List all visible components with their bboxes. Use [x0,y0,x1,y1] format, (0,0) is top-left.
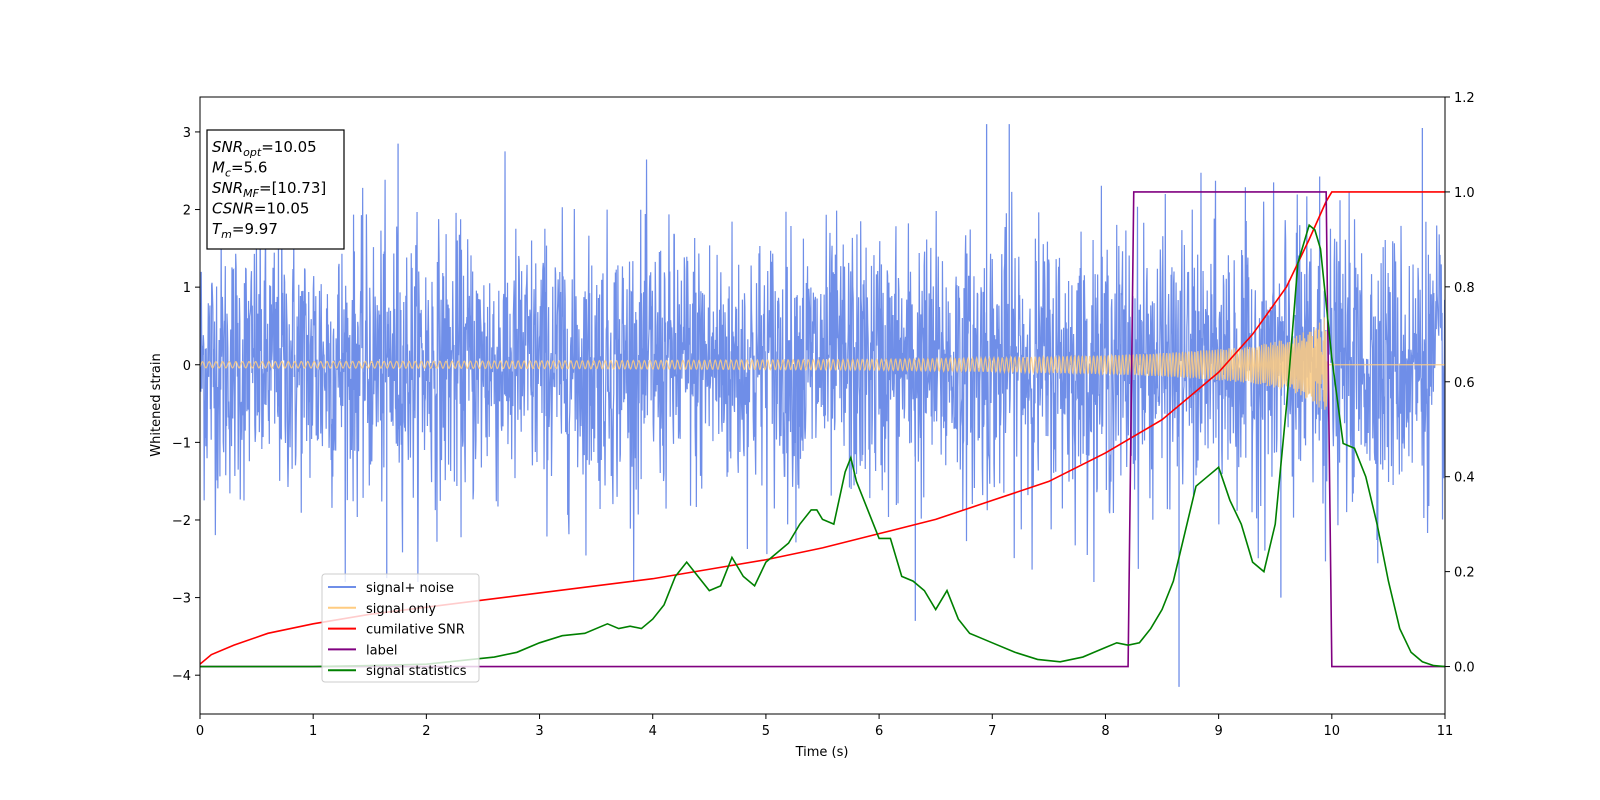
x-tick-label: 6 [875,724,883,739]
legend: signal+ noise signal only cumilative SNR la… [321,573,480,683]
annotation-value: =[10.73] [259,179,326,197]
y-tick-label: −1 [172,436,191,451]
plot-frame [199,96,1446,715]
x-tick-label: 0 [196,724,204,739]
annotation-value: =10.05 [261,138,317,156]
y-tick-label: 3 [183,126,191,141]
series-signal-only [200,317,1445,410]
x-tick-label: 4 [649,724,657,739]
annotation-symbol: M [212,159,225,177]
x-axis-label: Time (s) [795,745,849,760]
annotation-symbol: SNR [212,179,243,197]
y2-tick-label: 1.2 [1454,91,1475,106]
y2-tick-label: 0.0 [1454,661,1475,676]
x-tick-label: 5 [762,724,770,739]
x-tick-label: 3 [535,724,543,739]
annotation-line-3: CSNR=10.05 [212,200,309,218]
legend-label: cumilative SNR [366,623,465,638]
label-line [200,191,1445,668]
x-tick-label: 11 [1437,724,1454,739]
annotation-subscript: MF [243,187,259,200]
annotation-value: =10.05 [254,200,310,218]
annotation-subscript: c [225,167,231,180]
y-tick-label: −3 [172,592,191,607]
y2-tick-label: 1.0 [1454,186,1475,201]
legend-label: signal+ noise [366,581,454,596]
legend-label: label [366,643,397,658]
y-tick-label: 2 [183,204,191,219]
y2-tick-label: 0.6 [1454,376,1475,391]
annotation-value: =5.6 [231,159,267,177]
annotation-subscript: m [221,228,232,241]
y-axis-label: Whitened strain [149,353,164,456]
annotation-line-2: SNRMF=[10.73] [212,179,326,200]
series-label [200,191,1445,668]
annotation-line-1: Mc=5.6 [212,159,267,180]
y2-tick-label: 0.4 [1454,471,1475,486]
y-tick-label: 1 [183,281,191,296]
x-tick-label: 8 [1101,724,1109,739]
annotation-line-4: Tm=9.97 [212,220,278,241]
parameter-annotation-box: SNRopt=10.05Mc=5.6SNRMF=[10.73]CSNR=10.0… [206,129,345,250]
annotation-frame [206,129,345,250]
x-tick-label: 10 [1324,724,1341,739]
annotation-symbol: CSNR [212,200,254,218]
x-tick-label: 7 [988,724,996,739]
legend-label: signal only [366,602,436,617]
y2-tick-label: 0.8 [1454,281,1475,296]
signal-only-line [200,317,1445,410]
annotation-subscript: opt [243,146,262,159]
annotation-value: =9.97 [232,220,278,238]
signal-statistics-line [200,223,1445,668]
y-axis-right: 1.2 1.0 0.8 0.6 0.4 0.2 0.0 [1445,91,1475,676]
x-tick-label: 2 [422,724,430,739]
y2-tick-label: 0.2 [1454,566,1475,581]
series-signal-statistics [200,223,1445,668]
y-tick-label: −2 [172,514,191,529]
annotation-symbol: SNR [212,138,243,156]
y-axis-left: 3 2 1 0 −1 −2 −3 −4 [172,126,200,684]
y-tick-label: 0 [183,359,191,374]
legend-frame [321,573,480,683]
annotation-symbol: T [212,220,223,238]
x-tick-label: 1 [309,724,317,739]
y-tick-label: −4 [172,669,191,684]
x-axis: 0 1 2 3 4 5 6 7 8 9 10 11 [196,714,1453,739]
x-tick-label: 9 [1214,724,1222,739]
annotation-line-0: SNRopt=10.05 [212,138,317,159]
legend-label: signal statistics [366,664,467,679]
